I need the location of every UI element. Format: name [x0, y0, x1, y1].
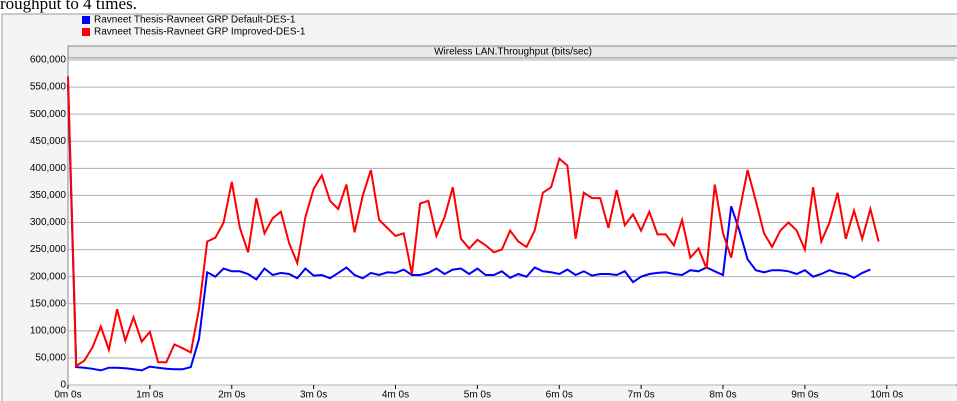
legend-swatch — [82, 16, 90, 24]
x-tick-label: 5m 0s — [464, 390, 491, 401]
y-tick-label: 350,000 — [30, 190, 67, 201]
document-text: roughput to 4 times. — [0, 0, 137, 13]
x-tick-label: 4m 0s — [382, 390, 409, 401]
x-tick-label: 10m 0s — [870, 390, 903, 401]
x-tick-label: 6m 0s — [546, 390, 573, 401]
y-tick-label: 400,000 — [30, 163, 67, 174]
x-tick-label: 7m 0s — [628, 390, 655, 401]
plot-area — [67, 45, 957, 386]
x-tick-label: 9m 0s — [791, 390, 818, 401]
y-tick-label: 50,000 — [35, 353, 66, 364]
y-tick-label: 0 — [60, 380, 66, 391]
y-tick-label: 100,000 — [30, 325, 67, 336]
y-tick-label: 550,000 — [30, 82, 67, 93]
x-tick-label: 2m 0s — [218, 390, 245, 401]
legend-swatch — [82, 28, 90, 36]
series-line — [67, 76, 880, 368]
y-tick-label: 150,000 — [30, 298, 67, 309]
y-tick-label: 500,000 — [30, 109, 67, 120]
chart-title: Wireless LAN.Throughput (bits/sec) — [434, 47, 592, 58]
y-tick-label: 600,000 — [30, 55, 67, 66]
x-tick-label: 1m 0s — [136, 390, 163, 401]
y-tick-label: 250,000 — [30, 244, 67, 255]
y-tick-label: 200,000 — [30, 271, 67, 282]
legend-label: Ravneet Thesis-Ravneet GRP Default-DES-1 — [94, 15, 296, 26]
y-tick-label: 300,000 — [30, 217, 67, 228]
title-strip — [67, 45, 957, 59]
legend-label: Ravneet Thesis-Ravneet GRP Improved-DES-… — [94, 27, 306, 38]
y-tick-label: 450,000 — [30, 136, 67, 147]
x-tick-label: 8m 0s — [709, 390, 736, 401]
x-tick-label: 0m 0s — [54, 390, 81, 401]
x-tick-label: 3m 0s — [300, 390, 327, 401]
